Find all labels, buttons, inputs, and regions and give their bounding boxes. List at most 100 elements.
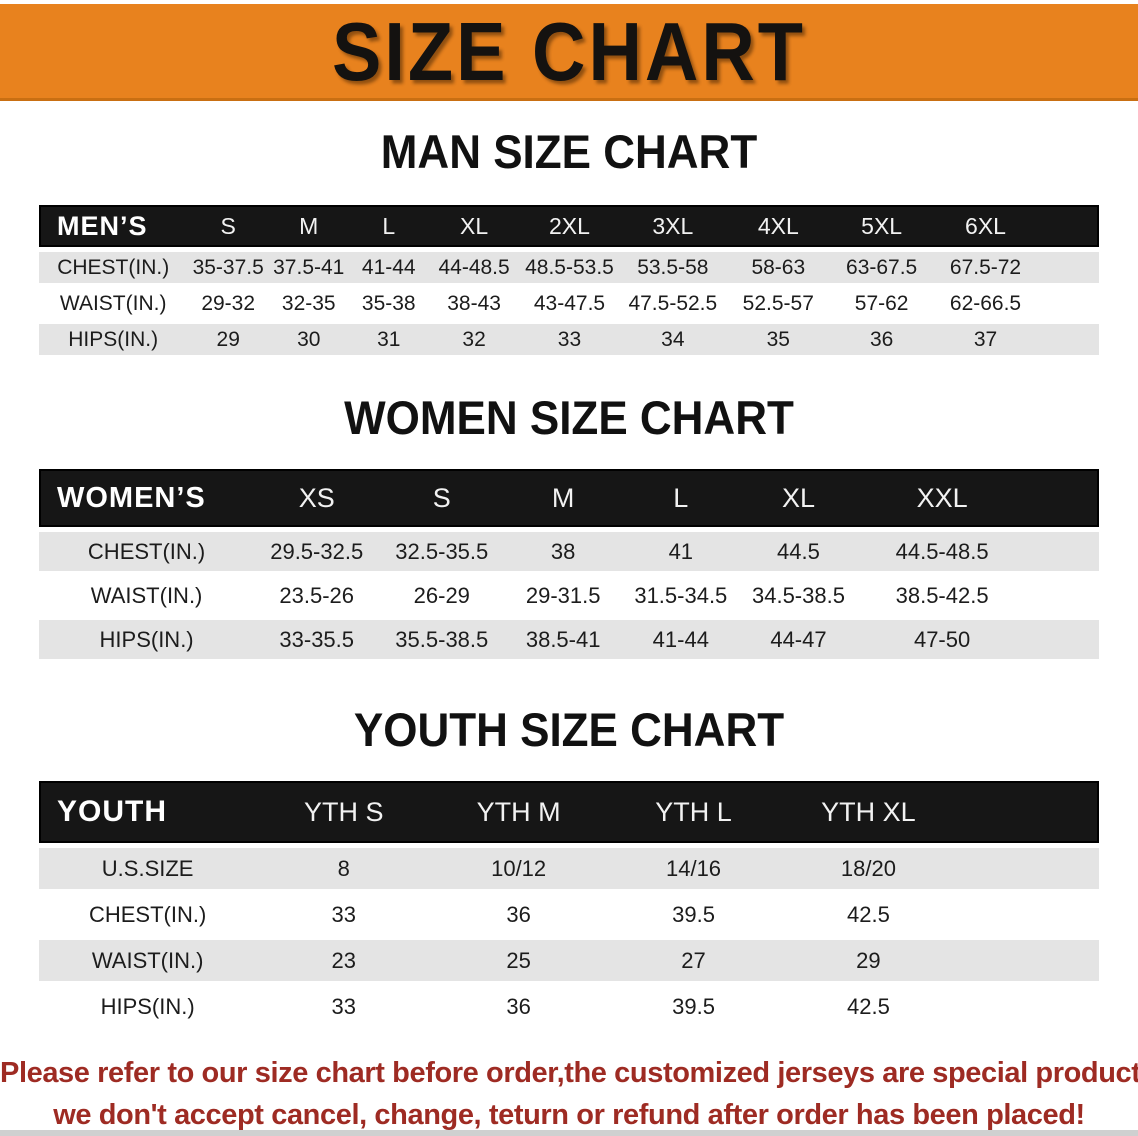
size-value: 31.5-34.5 [621,576,740,615]
row-filler-cell [955,986,1099,1027]
size-value: 33-35.5 [254,620,380,659]
table-group-label: MEN’S [39,205,188,247]
size-value: 53.5-58 [619,252,726,283]
size-value: 38-43 [429,288,520,319]
size-value: 29 [187,324,269,355]
table-header-row: MEN’S S M L XL 2XL 3XL 4XL 5XL 6XL [39,205,1099,247]
row-label: CHEST(IN.) [39,532,255,571]
size-value: 14/16 [606,848,781,889]
youth-size-table: YOUTH YTH S YTH M YTH L YTH XL U.S.SIZE 8 10/12… [39,776,1099,1032]
size-column-header: S [379,469,505,527]
size-column-header: 5XL [830,205,933,247]
size-value: 10/12 [431,848,607,889]
size-value: 36 [431,986,607,1027]
size-value: 18/20 [780,848,956,889]
size-value: 30 [269,324,349,355]
row-label: HIPS(IN.) [39,324,188,355]
size-value: 57-62 [830,288,933,319]
size-column-header: M [269,205,349,247]
size-value: 41-44 [621,620,740,659]
table-row: WAIST(IN.) 23.5-26 26-29 29-31.5 31.5-34.5 34… [39,576,1099,615]
row-filler-cell [955,848,1099,889]
size-value: 44.5 [739,532,858,571]
size-column-header: 6XL [932,205,1039,247]
size-value: 31 [348,324,430,355]
size-value: 34 [619,324,726,355]
size-chart-banner: SIZE CHART [0,4,1138,101]
size-value: 58-63 [725,252,831,283]
size-value: 67.5-72 [932,252,1039,283]
size-value: 37.5-41 [269,252,349,283]
size-value: 52.5-57 [725,288,831,319]
size-column-header: YTH L [606,781,781,843]
size-value: 29.5-32.5 [254,532,380,571]
size-value: 29 [780,940,956,981]
row-filler-cell [1038,252,1099,283]
header-filler-cell [1026,469,1099,527]
table-row: HIPS(IN.) 29 30 31 32 33 34 35 36 37 [39,324,1099,355]
size-column-header: 2XL [519,205,620,247]
size-value: 33 [256,986,432,1027]
row-label: WAIST(IN.) [39,940,257,981]
size-value: 39.5 [606,986,781,1027]
size-value: 33 [256,894,432,935]
disclaimer-line-2: we don't accept cancel, change, teturn o… [53,1099,1085,1131]
size-column-header: YTH S [256,781,432,843]
size-value: 34.5-38.5 [739,576,858,615]
table-row: WAIST(IN.) 23 25 27 29 [39,940,1099,981]
size-column-header: 4XL [725,205,831,247]
row-label: WAIST(IN.) [39,576,255,615]
man-size-chart-heading: MAN SIZE CHART [380,126,758,179]
size-value: 38 [504,532,622,571]
row-filler-cell [1038,324,1099,355]
size-value: 8 [256,848,432,889]
table-header-row: YOUTH YTH S YTH M YTH L YTH XL [39,781,1099,843]
size-value: 39.5 [606,894,781,935]
size-value: 25 [431,940,607,981]
row-label: CHEST(IN.) [39,894,257,935]
size-value: 35-38 [348,288,430,319]
size-value: 26-29 [379,576,505,615]
row-filler-cell [1038,288,1099,319]
size-value: 36 [830,324,933,355]
table-row: WAIST(IN.) 29-32 32-35 35-38 38-43 43-47.5 47.… [39,288,1099,319]
size-column-header: L [348,205,430,247]
banner-title: SIZE CHART [332,4,806,98]
youth-size-chart-heading: YOUTH SIZE CHART [353,704,785,757]
size-value: 33 [519,324,620,355]
size-column-header: XL [429,205,520,247]
size-column-header: XL [739,469,858,527]
women-size-table: WOMEN’S XS S M L XL XXL CHEST(IN.) 29.5-32.5 32.5… [39,464,1099,664]
size-column-header: M [504,469,622,527]
row-filler-cell [955,894,1099,935]
size-value: 29-32 [187,288,269,319]
size-value: 38.5-41 [504,620,622,659]
size-value: 27 [606,940,781,981]
size-column-header: YTH XL [780,781,956,843]
size-column-header: YTH M [431,781,607,843]
size-value: 32-35 [269,288,349,319]
size-value: 47-50 [857,620,1027,659]
size-value: 35-37.5 [187,252,269,283]
row-filler-cell [1026,576,1099,615]
table-header-row: WOMEN’S XS S M L XL XXL [39,469,1099,527]
table-row: CHEST(IN.) 33 36 39.5 42.5 [39,894,1099,935]
table-row: CHEST(IN.) 35-37.5 37.5-41 41-44 44-48.5 48.5… [39,252,1099,283]
size-value: 63-67.5 [830,252,933,283]
size-value: 42.5 [780,894,956,935]
size-value: 23 [256,940,432,981]
table-row: CHEST(IN.) 29.5-32.5 32.5-35.5 38 41 44.5 44.5… [39,532,1099,571]
size-value: 44.5-48.5 [857,532,1027,571]
size-value: 44-47 [739,620,858,659]
row-label: HIPS(IN.) [39,620,255,659]
size-value: 43-47.5 [519,288,620,319]
header-filler-cell [1038,205,1099,247]
table-row: U.S.SIZE 8 10/12 14/16 18/20 [39,848,1099,889]
size-value: 62-66.5 [932,288,1039,319]
size-value: 37 [932,324,1039,355]
women-size-chart-heading: WOMEN SIZE CHART [344,392,794,445]
size-value: 36 [431,894,607,935]
row-filler-cell [1026,532,1099,571]
size-value: 35 [725,324,831,355]
row-label: U.S.SIZE [39,848,257,889]
